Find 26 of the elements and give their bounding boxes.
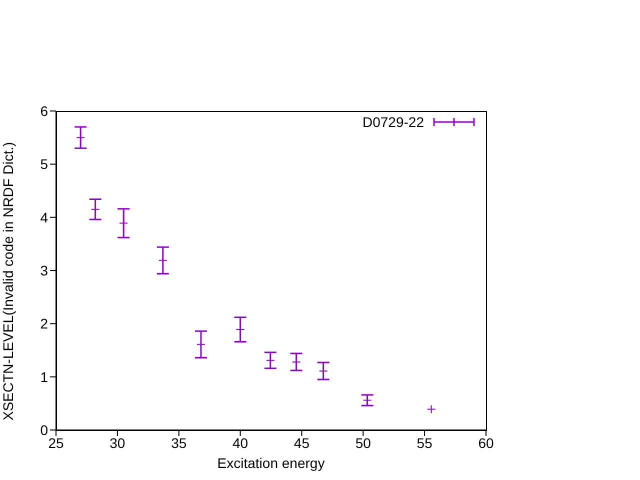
y-tick-label: 2 [40, 316, 48, 332]
x-tick-label: 25 [48, 434, 64, 451]
y-tick-label: 5 [40, 156, 48, 172]
x-tick-label: 35 [171, 434, 187, 451]
point [76, 133, 86, 142]
point [158, 256, 168, 265]
point [119, 218, 128, 228]
x-axis-title: Excitation energy [217, 455, 325, 471]
point [266, 356, 275, 365]
x-tick-label: 55 [416, 434, 433, 451]
y-tick-label: 0 [40, 422, 48, 438]
x-tick-label: 45 [294, 434, 310, 451]
y-tick-label: 1 [40, 368, 48, 385]
x-tick-label: 30 [110, 434, 126, 451]
point [362, 396, 372, 405]
x-tick-label: 40 [232, 434, 248, 451]
y-tick-label: 6 [40, 102, 48, 119]
point [196, 340, 206, 349]
x-tick-label: 60 [478, 434, 494, 451]
point [90, 204, 100, 214]
x-tick-label: 50 [355, 434, 372, 451]
y-tick-label: 3 [40, 262, 48, 278]
legend-label: D0729-22 [362, 114, 424, 130]
y-axis-title: XSECTN-LEVEL(Invalid code in NRDF Dict.) [0, 142, 16, 420]
y-tick-label: 4 [40, 209, 48, 226]
point [426, 404, 436, 414]
